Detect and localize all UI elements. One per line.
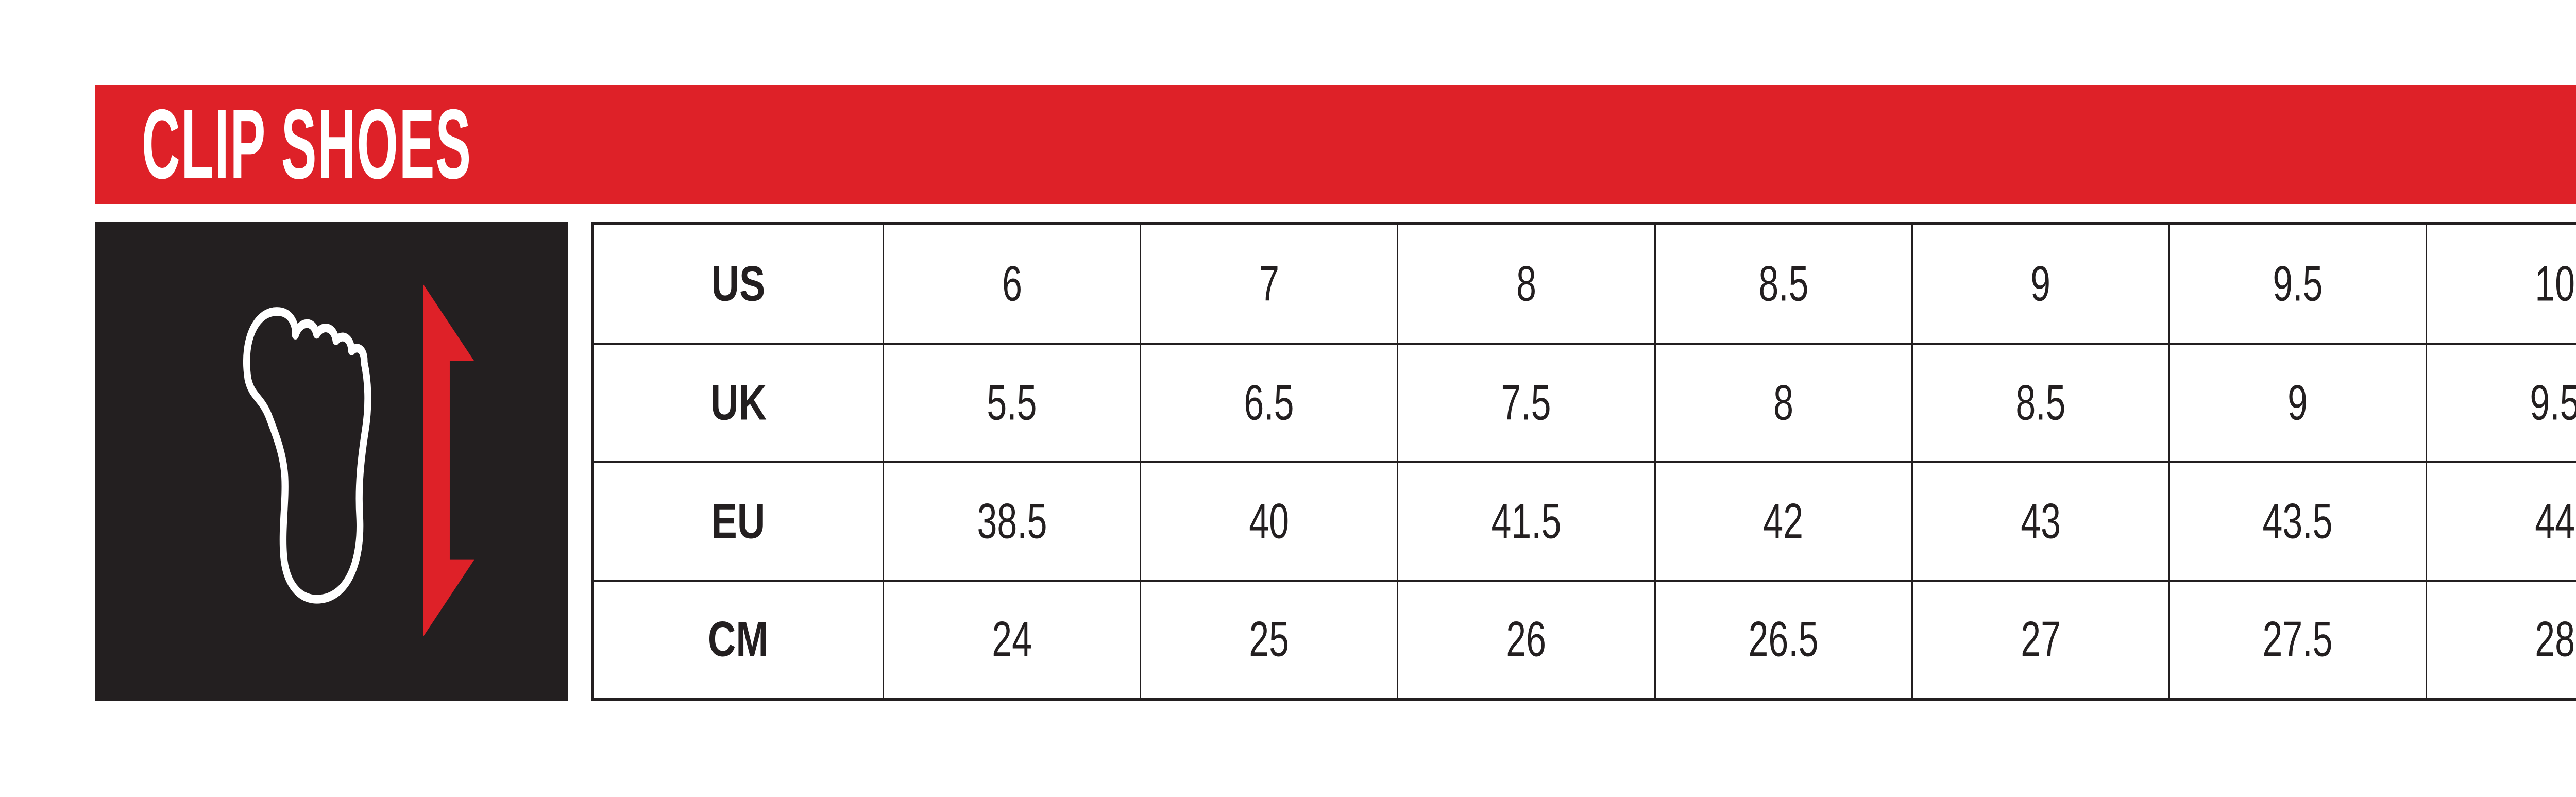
table-cell: 8 <box>1397 225 1654 343</box>
table-cell: 8.5 <box>1654 225 1911 343</box>
row-label-cm: CM <box>594 579 883 698</box>
row-label-us: US <box>711 256 766 312</box>
table-cell: 8.5 <box>1911 343 2168 461</box>
table-cell: 9 <box>2168 343 2426 461</box>
clip-shoes-banner: CLIP SHOES <box>95 85 2576 204</box>
size-conversion-table: US 6 7 8 8.5 9 9.5 10 10.5 11 12 13 UK 5… <box>591 222 2576 701</box>
table-cell: 9 <box>1911 225 2168 343</box>
table-cell: 28 <box>2426 579 2576 698</box>
table-cell: 9.5 <box>2426 343 2576 461</box>
table-cell: 26 <box>1397 579 1654 698</box>
table-cell: 25 <box>1140 579 1397 698</box>
table-cell: 10 <box>2426 225 2576 343</box>
table-cell: 7.5 <box>1397 343 1654 461</box>
row-label-uk: UK <box>594 343 883 462</box>
row-label-eu: EU <box>594 461 883 580</box>
table-cell: 43 <box>1911 461 2168 580</box>
table-cell: 26.5 <box>1654 579 1911 698</box>
table-cell: 27 <box>1911 579 2168 698</box>
measure-arrow-icon <box>423 283 474 637</box>
table-cell: 9.5 <box>2168 225 2426 343</box>
table-cell: 43.5 <box>2168 461 2426 580</box>
table-cell: 6.5 <box>1140 343 1397 461</box>
table-cell: 5.5 <box>883 343 1140 461</box>
table-cell: 7 <box>1140 225 1397 343</box>
table-cell: 41.5 <box>1397 461 1654 580</box>
table-cell: 44 <box>2426 461 2576 580</box>
foot-outline-icon <box>243 307 371 604</box>
table-cell: 8 <box>1654 343 1911 461</box>
foot-measure-panel <box>95 222 568 701</box>
table-cell: 24 <box>883 579 1140 698</box>
page-title: CLIP SHOES <box>142 89 472 199</box>
table-cell: 27.5 <box>2168 579 2426 698</box>
table-cell: 6 <box>883 225 1140 343</box>
table-cell: 42 <box>1654 461 1911 580</box>
table-cell: 38.5 <box>883 461 1140 580</box>
table-cell: 40 <box>1140 461 1397 580</box>
